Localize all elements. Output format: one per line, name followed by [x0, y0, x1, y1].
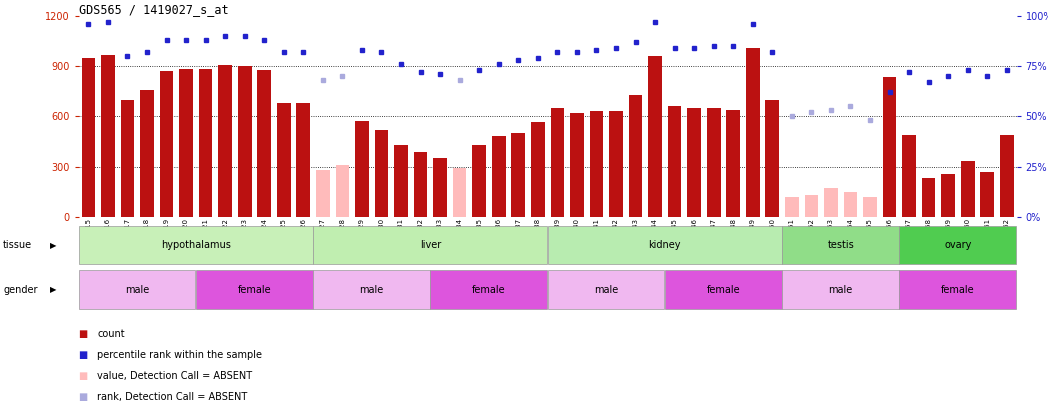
- Bar: [824, 188, 837, 217]
- Text: value, Detection Call = ABSENT: value, Detection Call = ABSENT: [97, 371, 253, 381]
- Bar: [335, 165, 349, 217]
- Bar: [531, 122, 545, 217]
- Bar: [941, 174, 955, 217]
- Bar: [706, 108, 721, 217]
- Text: ovary: ovary: [944, 240, 971, 250]
- Text: ■: ■: [79, 371, 88, 381]
- Bar: [668, 107, 681, 217]
- Bar: [664, 270, 782, 309]
- Text: male: male: [125, 285, 150, 294]
- Bar: [355, 121, 369, 217]
- Bar: [316, 170, 330, 217]
- Bar: [82, 58, 95, 217]
- Bar: [609, 111, 623, 217]
- Text: female: female: [238, 285, 271, 294]
- Bar: [981, 172, 995, 217]
- Bar: [547, 226, 782, 264]
- Bar: [433, 158, 446, 217]
- Text: male: male: [359, 285, 384, 294]
- Text: ■: ■: [79, 350, 88, 360]
- Text: female: female: [941, 285, 975, 294]
- Bar: [179, 69, 193, 217]
- Bar: [218, 66, 232, 217]
- Bar: [782, 226, 899, 264]
- Text: male: male: [829, 285, 853, 294]
- Text: female: female: [473, 285, 506, 294]
- Bar: [101, 55, 114, 217]
- Bar: [961, 161, 975, 217]
- Bar: [899, 270, 1017, 309]
- Bar: [864, 198, 877, 217]
- Bar: [922, 178, 936, 217]
- Bar: [547, 270, 664, 309]
- Bar: [511, 133, 525, 217]
- Bar: [196, 270, 312, 309]
- Bar: [746, 48, 760, 217]
- Bar: [199, 69, 213, 217]
- Bar: [726, 110, 740, 217]
- Bar: [140, 90, 154, 217]
- Text: ■: ■: [79, 329, 88, 339]
- Bar: [550, 108, 564, 217]
- Bar: [79, 270, 196, 309]
- Bar: [902, 135, 916, 217]
- Bar: [238, 66, 252, 217]
- Bar: [394, 145, 408, 217]
- Bar: [431, 270, 547, 309]
- Bar: [687, 108, 701, 217]
- Text: ▶: ▶: [50, 285, 57, 294]
- Text: hypothalamus: hypothalamus: [161, 240, 231, 250]
- Bar: [473, 145, 486, 217]
- Bar: [805, 195, 818, 217]
- Text: gender: gender: [3, 285, 38, 294]
- Bar: [629, 95, 642, 217]
- Text: percentile rank within the sample: percentile rank within the sample: [97, 350, 262, 360]
- Bar: [765, 100, 779, 217]
- Text: ▶: ▶: [50, 241, 57, 249]
- Bar: [785, 198, 799, 217]
- Text: female: female: [706, 285, 740, 294]
- Text: testis: testis: [827, 240, 854, 250]
- Bar: [844, 192, 857, 217]
- Bar: [1000, 135, 1013, 217]
- Bar: [649, 56, 662, 217]
- Bar: [297, 103, 310, 217]
- Bar: [882, 77, 896, 217]
- Bar: [79, 226, 312, 264]
- Bar: [313, 226, 547, 264]
- Bar: [258, 70, 271, 217]
- Bar: [374, 130, 389, 217]
- Bar: [492, 136, 505, 217]
- Bar: [277, 103, 290, 217]
- Text: tissue: tissue: [3, 240, 32, 250]
- Text: liver: liver: [419, 240, 441, 250]
- Bar: [453, 168, 466, 217]
- Text: ■: ■: [79, 392, 88, 402]
- Text: male: male: [594, 285, 618, 294]
- Bar: [782, 270, 899, 309]
- Text: kidney: kidney: [649, 240, 681, 250]
- Bar: [899, 226, 1017, 264]
- Bar: [159, 71, 173, 217]
- Bar: [121, 100, 134, 217]
- Bar: [313, 270, 430, 309]
- Bar: [414, 151, 428, 217]
- Text: count: count: [97, 329, 125, 339]
- Text: GDS565 / 1419027_s_at: GDS565 / 1419027_s_at: [79, 3, 228, 16]
- Text: rank, Detection Call = ABSENT: rank, Detection Call = ABSENT: [97, 392, 247, 402]
- Bar: [590, 111, 604, 217]
- Bar: [570, 113, 584, 217]
